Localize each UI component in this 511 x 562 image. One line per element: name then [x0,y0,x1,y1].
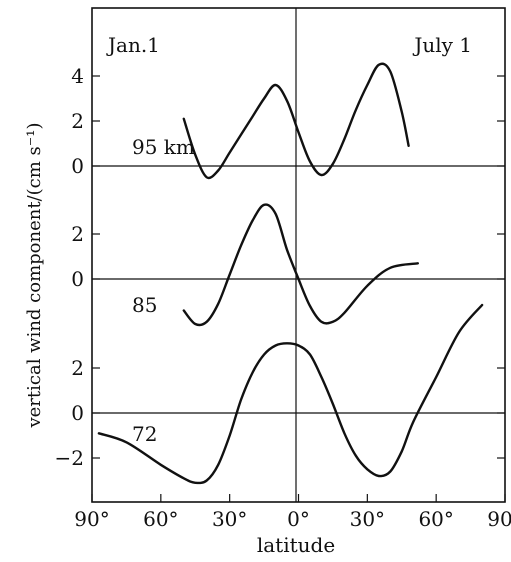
jan-label: Jan.1 [106,33,160,57]
series-label-2: 72 [132,422,157,446]
y-tick-label-2-2: 2 [71,356,84,380]
y-tick-label-0-1: 2 [71,109,84,133]
x-tick-label-1: 60° [143,507,178,531]
y-tick-label-0-2: 4 [71,64,84,88]
series-label-0: 95 km [132,135,195,159]
x-tick-label-3: 0° [287,507,310,531]
x-tick-label-6: 90° [487,507,511,531]
chart-marks: 90° 60° 30° 0° 30° 60° 90° 0 2 4 95 km 0 2 85 −2 0 2 72 [55,62,511,531]
x-axis-title: latitude [257,533,335,557]
y-tick-label-0-0: 0 [71,154,84,178]
series-line-2 [97,303,484,485]
y-tick-label-2-0: −2 [55,446,84,470]
y-axis-title: vertical wind component/(cm s⁻¹) [24,122,45,428]
series-line-0 [182,62,410,180]
x-tick-label-4: 30° [350,507,385,531]
x-tick-label-5: 60° [418,507,453,531]
y-tick-label-1-1: 2 [71,222,84,246]
y-tick-label-2-1: 0 [71,401,84,425]
series-label-1: 85 [132,293,157,317]
july-label: July 1 [412,33,472,57]
series-line-1 [182,203,419,327]
y-tick-label-1-0: 0 [71,267,84,291]
x-tick-label-0: 90° [74,507,109,531]
x-tick-label-2: 30° [212,507,247,531]
